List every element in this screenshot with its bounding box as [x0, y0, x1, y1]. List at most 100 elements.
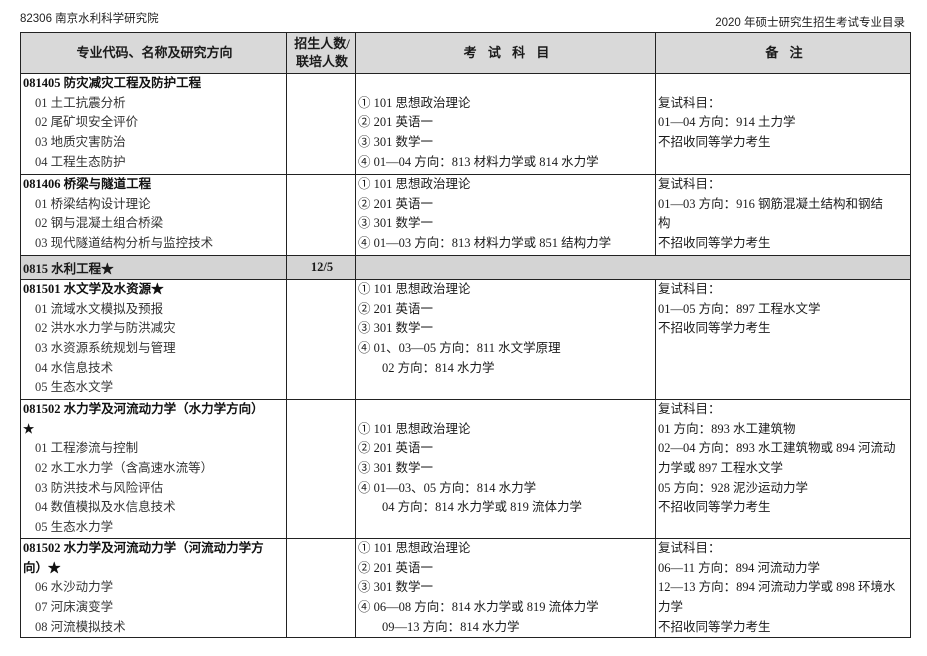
exam-subject: ① 101 思想政治理论 — [358, 177, 471, 191]
quota-cell: 12/5 — [286, 255, 356, 280]
program-table: 专业代码、名称及研究方向 招生人数/联培人数 考 试 科 目 备 注 08140… — [20, 32, 911, 639]
note-line: 构 — [658, 216, 671, 231]
major-cell: 081502 水力学及河流动力学（河流动力学方 向）★ 06 水沙动力学 07 河床演… — [20, 537, 287, 639]
major-cell: 081405 防灾减灾工程及防护工程 01 土工抗震分析 02 尾矿坝安全评价 03 … — [20, 73, 287, 175]
research-direction: 02 钢与混凝土组合桥梁 — [35, 216, 164, 231]
exam-subject: ① 101 思想政治理论 — [358, 540, 471, 555]
quota-cell — [286, 537, 356, 639]
quota-cell — [286, 174, 356, 256]
quota-cell — [286, 73, 356, 175]
note-line: 不招收同等学力考生 — [658, 619, 771, 634]
note-line: 复试科目： — [658, 540, 721, 555]
major-cell: 0815 水利工程★ — [20, 255, 287, 280]
research-direction: 07 河床演变学 — [35, 599, 114, 614]
note-line: 01—05 方向：897 工程水文学 — [658, 301, 821, 316]
research-direction: 02 尾矿坝安全评价 — [35, 115, 139, 130]
table-header-row: 专业代码、名称及研究方向 招生人数/联培人数 考 试 科 目 备 注 — [20, 32, 911, 74]
col-header-major: 专业代码、名称及研究方向 — [20, 32, 287, 74]
catalog-title: 2020 年硕士研究生招生考试专业目录 — [715, 17, 905, 29]
exams-cell: ① 101 思想政治理论 ② 201 英语一 ③ 301 数学一 ④ 01、03—05… — [355, 279, 656, 400]
major-title: 081501 水文学及水资源★ — [23, 282, 164, 296]
col-header-quota: 招生人数/联培人数 — [286, 32, 356, 74]
exam-subject: ④ 01—03 方向：813 材料力学或 851 结构力学 — [358, 236, 612, 251]
exam-subject: ② 201 英语一 — [358, 301, 434, 316]
exam-subject: ① 101 思想政治理论 — [358, 282, 471, 296]
table-row: 081406 桥梁与隧道工程 01 桥梁结构设计理论 02 钢与混凝土组合桥梁 03 … — [20, 174, 911, 256]
exams-cell: ① 101 思想政治理论 ② 201 英语一 ③ 301 数学一 ④ 06—08 方向… — [355, 537, 656, 639]
notes-cell: 复试科目： 01 方向：893 水工建筑物 02—04 方向：893 水工建筑物或 … — [655, 399, 911, 539]
note-line: 02—04 方向：893 水工建筑物或 894 河流动 — [658, 441, 896, 456]
major-cell: 081501 水文学及水资源★ 01 流域水文模拟及预报 02 洪水水力学与防洪减灾… — [20, 279, 287, 400]
notes-cell: 复试科目： 01—05 方向：897 工程水文学 不招收同等学力考生 — [655, 279, 911, 400]
quota-header-line: 联培人数 — [295, 54, 348, 69]
exam-subject: 09—13 方向：814 水力学 — [382, 619, 520, 634]
note-line: 不招收同等学力考生 — [658, 135, 771, 150]
notes-cell: 复试科目： 01—04 方向：914 土力学 不招收同等学力考生 — [655, 73, 911, 175]
quota-cell — [286, 279, 356, 400]
note-line: 06—11 方向：894 河流动力学 — [658, 560, 821, 575]
research-direction: 03 防洪技术与风险评估 — [35, 480, 164, 495]
exam-subject: ④ 01—04 方向：813 材料力学或 814 水力学 — [358, 154, 599, 169]
research-direction: 02 水工水力学（含高速水流等） — [35, 461, 214, 476]
research-direction: 01 工程渗流与控制 — [35, 441, 139, 456]
note-line: 01—03 方向：916 钢筋混凝土结构和钢结 — [658, 196, 884, 211]
major-cell: 081406 桥梁与隧道工程 01 桥梁结构设计理论 02 钢与混凝土组合桥梁 03 … — [20, 174, 287, 256]
major-title: 081406 桥梁与隧道工程 — [23, 177, 152, 191]
research-direction: 01 土工抗震分析 — [35, 95, 126, 110]
note-line: 复试科目： — [658, 95, 721, 110]
institution-header: 82306 南京水利科学研究院 — [20, 13, 159, 25]
note-line: 不招收同等学力考生 — [658, 500, 771, 515]
note-line: 12—13 方向：894 河流动力学或 898 环境水 — [658, 580, 896, 595]
research-direction: 04 工程生态防护 — [35, 154, 126, 169]
research-direction: 03 现代隧道结构分析与监控技术 — [35, 236, 214, 251]
research-direction: 08 河流模拟技术 — [35, 619, 126, 634]
note-line: 01—04 方向：914 土力学 — [658, 115, 796, 130]
research-direction: 05 生态水文学 — [35, 380, 114, 395]
notes-cell: 复试科目： 01—03 方向：916 钢筋混凝土结构和钢结构不招收同等学力考生 — [655, 174, 911, 256]
exam-subject: 02 方向：814 水力学 — [382, 360, 495, 375]
exam-subject: ② 201 英语一 — [358, 196, 434, 211]
exam-subject: ② 201 英语一 — [358, 560, 434, 575]
note-line: 复试科目： — [658, 402, 721, 416]
major-title-cont: ★ — [23, 421, 35, 436]
research-direction: 04 水信息技术 — [35, 360, 114, 375]
major-cell: 081502 水力学及河流动力学（水力学方向） ★ 01 工程渗流与控制 02 水工水… — [20, 399, 287, 539]
exam-subject: ② 201 英语一 — [358, 115, 434, 130]
note-line: 01 方向：893 水工建筑物 — [658, 421, 796, 436]
research-direction: 03 水资源系统规划与管理 — [35, 341, 176, 356]
exam-subject: ④ 06—08 方向：814 水力学或 819 流体力学 — [358, 599, 599, 614]
exam-subject: ③ 301 数学一 — [358, 216, 434, 231]
major-title: 081405 防灾减灾工程及防护工程 — [23, 76, 202, 90]
note-line: 力学 — [658, 599, 684, 614]
exam-subject: ③ 301 数学一 — [358, 461, 434, 476]
major-title: 081502 水力学及河流动力学（河流动力学方 — [23, 540, 264, 555]
quota-cell — [286, 399, 356, 539]
note-line: 05 方向：928 泥沙运动力学 — [658, 480, 809, 495]
col-header-notes: 备 注 — [655, 32, 911, 74]
exam-subject: ③ 301 数学一 — [358, 135, 434, 150]
exam-subject: ④ 01、03—05 方向：811 水文学原理 — [358, 341, 561, 356]
exam-subject: ④ 01—03、05 方向：814 水力学 — [358, 480, 537, 495]
empty-cell — [355, 255, 911, 280]
exam-subject: 04 方向：814 水力学或 819 流体力学 — [382, 500, 583, 515]
note-line: 力学或 897 工程水文学 — [658, 461, 784, 476]
note-line: 复试科目： — [658, 177, 721, 191]
table-row: 081502 水力学及河流动力学（河流动力学方 向）★ 06 水沙动力学 07 河床演… — [20, 537, 911, 639]
table-row: 081405 防灾减灾工程及防护工程 01 土工抗震分析 02 尾矿坝安全评价 03 … — [20, 73, 911, 175]
exams-cell: ① 101 思想政治理论 ② 201 英语一 ③ 301 数学一 ④ 01—03 方向… — [355, 174, 656, 256]
table-row: 081501 水文学及水资源★ 01 流域水文模拟及预报 02 洪水水力学与防洪减灾… — [20, 279, 911, 400]
exam-subject: ① 101 思想政治理论 — [358, 95, 471, 110]
research-direction: 01 流域水文模拟及预报 — [35, 301, 164, 316]
quota-header-line: 招生人数/ — [294, 36, 350, 51]
exam-subject: ③ 301 数学一 — [358, 321, 434, 336]
major-title: 081502 水力学及河流动力学（水力学方向） — [23, 402, 264, 416]
note-line: 不招收同等学力考生 — [658, 321, 771, 336]
note-line: 不招收同等学力考生 — [658, 236, 771, 251]
exam-subject: ① 101 思想政治理论 — [358, 421, 471, 436]
research-direction: 05 生态水力学 — [35, 520, 114, 535]
note-line: 复试科目： — [658, 282, 721, 296]
exam-subject: ③ 301 数学一 — [358, 580, 434, 595]
research-direction: 01 桥梁结构设计理论 — [35, 196, 151, 211]
exams-cell: ① 101 思想政治理论 ② 201 英语一 ③ 301 数学一 ④ 01—03、05… — [355, 399, 656, 539]
notes-cell: 复试科目： 06—11 方向：894 河流动力学 12—13 方向：894 河流动力… — [655, 537, 911, 639]
